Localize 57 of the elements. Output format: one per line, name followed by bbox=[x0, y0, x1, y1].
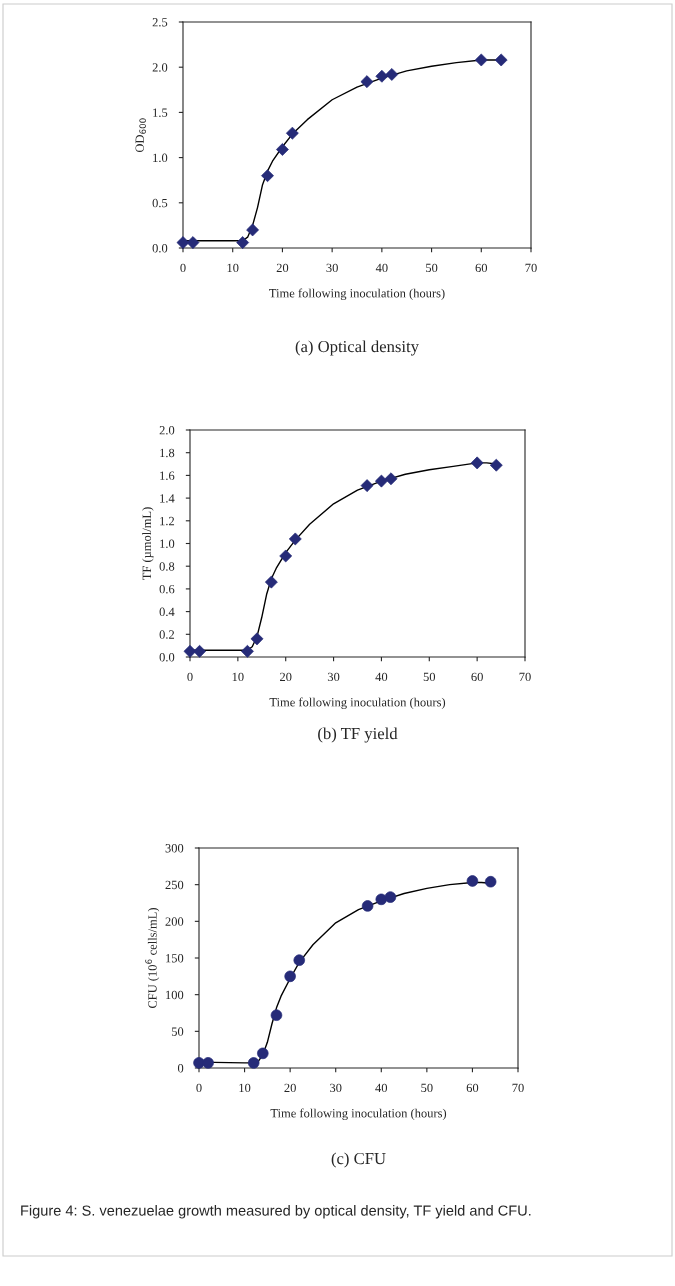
x-axis-title: Time following inoculation (hours) bbox=[269, 288, 445, 300]
x-tick-label: 0 bbox=[187, 672, 193, 682]
caption: Figure 4: S. venezuelae growth measured by optical density, TF yield and CFU. bbox=[21, 1205, 531, 1219]
y-tick-label: 250 bbox=[165, 880, 184, 890]
y-axis-title: TF (µmol/mL) bbox=[142, 507, 154, 581]
x-tick-label: 70 bbox=[519, 672, 531, 682]
text: (b) TF yield bbox=[318, 727, 398, 743]
x-tick-label: 70 bbox=[512, 1083, 524, 1093]
x-tick-label: 40 bbox=[375, 672, 388, 682]
y-tick-label: 1.6 bbox=[160, 471, 175, 480]
x-tick-label: 20 bbox=[276, 263, 289, 273]
x-tick-label: 60 bbox=[471, 672, 483, 682]
y-tick-label: 0.4 bbox=[159, 607, 175, 617]
y-tick-label: 1.2 bbox=[160, 516, 175, 526]
y-axis-title: OD$_{600}$ bbox=[135, 118, 146, 153]
y-tick-label: 50 bbox=[171, 1027, 184, 1036]
y-tick-label: 200 bbox=[165, 917, 184, 926]
x-tick-label: 30 bbox=[330, 1083, 342, 1093]
text: (a) Optical density bbox=[295, 340, 419, 356]
x-tick-label: 50 bbox=[426, 263, 438, 273]
y-axis-title: CFU (10$^{6}$ cells/mL) bbox=[145, 908, 160, 1009]
x-tick-label: 60 bbox=[475, 263, 488, 273]
x-tick-label: 50 bbox=[421, 1083, 433, 1093]
y-tick-label: 0.2 bbox=[159, 630, 175, 639]
y-tick-label: 1.0 bbox=[153, 153, 168, 163]
y-tick-label: 1.4 bbox=[160, 494, 175, 503]
y-tick-label: 1.8 bbox=[160, 448, 175, 458]
y-tick-label: 0.5 bbox=[152, 198, 168, 208]
x-tick-label: 10 bbox=[232, 672, 244, 682]
x-tick-label: 50 bbox=[423, 672, 436, 682]
y-tick-label: 0.8 bbox=[159, 562, 175, 571]
y-tick-label: 150 bbox=[166, 954, 184, 963]
x-tick-label: 10 bbox=[239, 1083, 251, 1093]
y-tick-label: 0 bbox=[177, 1064, 184, 1073]
x-tick-label: 40 bbox=[375, 263, 388, 273]
x-axis-title: Time following inoculation (hours) bbox=[270, 1108, 447, 1120]
x-tick-label: 70 bbox=[525, 263, 537, 273]
x-tick-label: 30 bbox=[327, 672, 340, 682]
y-tick-label: 300 bbox=[165, 844, 184, 853]
y-tick-label: 1.5 bbox=[153, 108, 168, 117]
y-tick-label: 2.0 bbox=[152, 63, 168, 72]
x-tick-label: 40 bbox=[375, 1083, 388, 1093]
x-tick-label: 20 bbox=[280, 672, 292, 682]
x-tick-label: 60 bbox=[466, 1083, 479, 1093]
y-tick-label: 0.0 bbox=[152, 244, 168, 253]
y-tick-label: 0.0 bbox=[159, 653, 175, 662]
x-tick-label: 30 bbox=[326, 263, 338, 273]
y-tick-label: 100 bbox=[166, 990, 184, 1000]
x-tick-label: 10 bbox=[227, 263, 239, 273]
y-tick-label: 2.5 bbox=[152, 18, 168, 27]
y-tick-label: 0.6 bbox=[159, 584, 175, 594]
x-tick-label: 0 bbox=[196, 1083, 202, 1093]
y-tick-label: 2.0 bbox=[159, 426, 175, 435]
x-axis-title: Time following inoculation (hours) bbox=[269, 697, 446, 709]
x-tick-label: 20 bbox=[284, 1083, 296, 1093]
y-tick-label: 1.0 bbox=[160, 539, 175, 549]
text: (c) CFU bbox=[331, 1152, 386, 1168]
